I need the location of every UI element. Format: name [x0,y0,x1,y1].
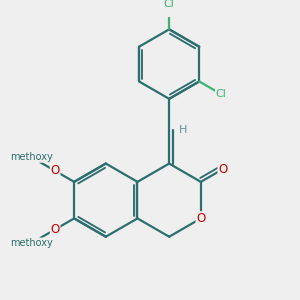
Text: O: O [50,164,60,177]
Text: H: H [179,125,188,135]
Text: O: O [196,212,206,225]
Text: O: O [50,223,60,236]
Text: methoxy: methoxy [10,152,52,162]
Text: O: O [218,163,227,176]
Text: Cl: Cl [216,89,226,99]
Text: Cl: Cl [164,0,175,9]
Text: methoxy: methoxy [10,238,52,248]
